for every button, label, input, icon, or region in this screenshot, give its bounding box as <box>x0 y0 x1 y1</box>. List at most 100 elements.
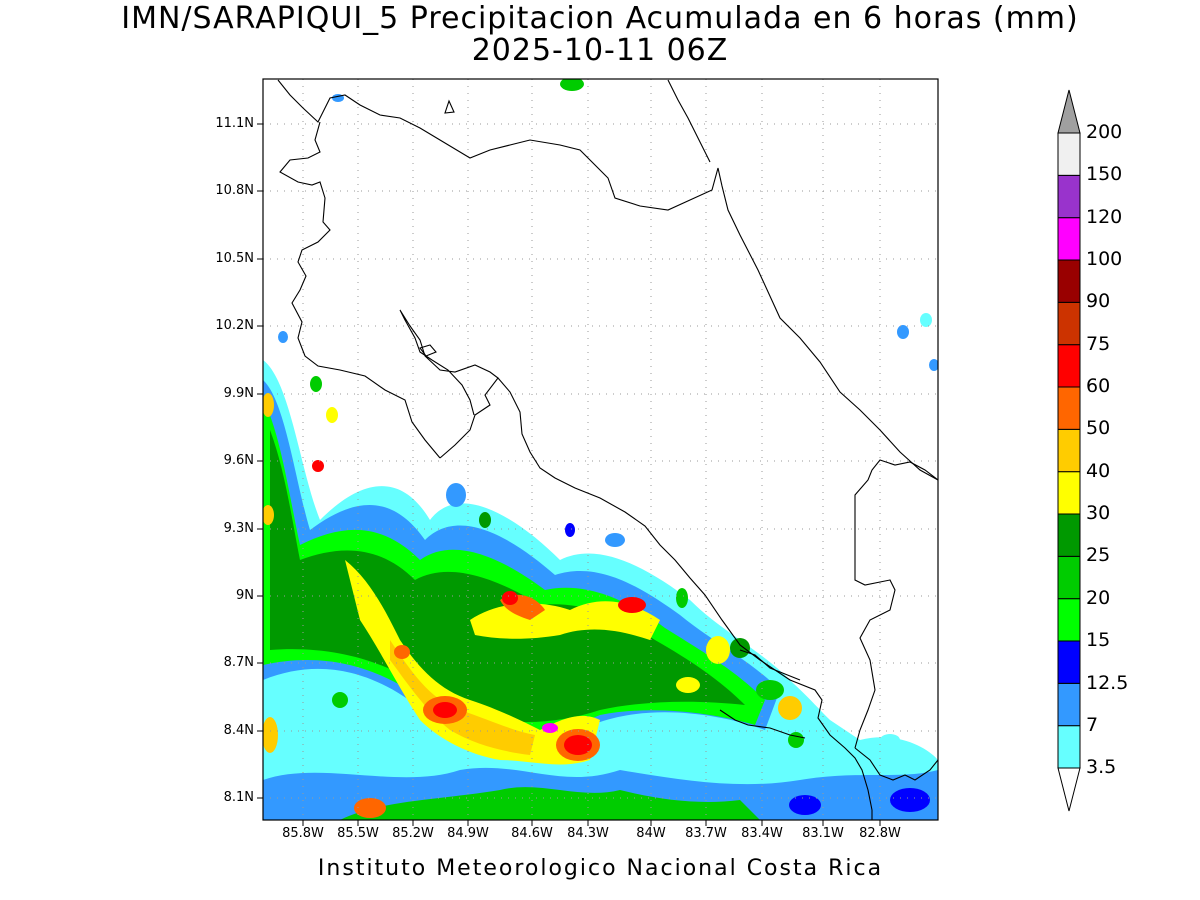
colorbar-swatch <box>1057 725 1081 769</box>
lon-label: 85.8W <box>282 826 324 841</box>
rain-cell <box>560 79 584 91</box>
rain-cell <box>789 795 821 815</box>
lon-label: 82.8W <box>859 826 901 841</box>
rain-cell <box>479 512 491 528</box>
lat-label: 8.1N <box>223 790 254 805</box>
rain-cell <box>605 533 625 547</box>
colorbar-label: 75 <box>1086 333 1111 355</box>
colorbar-swatch <box>1057 682 1081 727</box>
rain-cell <box>278 331 288 343</box>
map-gridlines <box>263 79 938 820</box>
colorbar-label: 7 <box>1086 714 1099 736</box>
rain-cell <box>730 638 750 658</box>
rain-cell <box>929 359 938 371</box>
lat-label: 8.7N <box>223 655 254 670</box>
lon-label: 84.6W <box>511 826 553 841</box>
lat-label: 10.8N <box>215 183 254 198</box>
map-date: 2025-10-11 06Z <box>471 33 729 68</box>
coastline <box>277 79 938 820</box>
rain-cell <box>788 732 804 748</box>
rain-cell-red <box>354 798 386 818</box>
lon-label: 85.5W <box>337 826 379 841</box>
rain-band-green <box>340 787 760 820</box>
rain-cell-red <box>312 460 324 472</box>
colorbar-swatch <box>1057 259 1081 303</box>
lon-label: 84.3W <box>567 826 609 841</box>
colorbar-label: 25 <box>1086 544 1111 566</box>
colorbar-label: 12.5 <box>1086 672 1129 694</box>
colorbar-over-arrow <box>1057 89 1081 134</box>
lat-label: 8.4N <box>223 723 254 738</box>
colorbar-label: 50 <box>1086 417 1111 439</box>
lon-label: 84W <box>636 826 666 841</box>
colorbar-label: 60 <box>1086 375 1111 397</box>
rain-cell <box>778 696 802 720</box>
colorbar-swatch <box>1057 217 1081 261</box>
rain-cell <box>880 734 900 746</box>
rain-cell <box>676 588 688 608</box>
credit-footer: Instituto Meteorologico Nacional Costa R… <box>317 856 884 881</box>
colorbar <box>1057 89 1081 812</box>
rain-cell-red <box>263 393 274 417</box>
rain-cell <box>446 483 466 507</box>
rain-cell-red <box>618 597 646 613</box>
lon-label: 83.4W <box>741 826 783 841</box>
colorbar-label: 15 <box>1086 629 1111 651</box>
map-title: IMN/SARAPIQUI_5 Precipitacion Acumulada … <box>121 1 1079 36</box>
lat-label: 9.9N <box>223 386 254 401</box>
rain-cell-red <box>502 591 518 605</box>
colorbar-label: 20 <box>1086 587 1111 609</box>
colorbar-swatch <box>1057 598 1081 642</box>
lon-label: 84.9W <box>447 826 489 841</box>
lat-label: 9N <box>236 588 254 603</box>
rain-cell <box>332 692 348 708</box>
lon-label: 83.1W <box>802 826 844 841</box>
rain-cell <box>756 680 784 700</box>
rain-cell <box>263 717 278 753</box>
lat-label: 10.2N <box>215 318 254 333</box>
rain-cell-red <box>263 505 274 525</box>
rain-cell <box>310 376 322 392</box>
colorbar-label: 200 <box>1086 121 1123 143</box>
rain-cell <box>897 325 909 339</box>
rain-cell-magenta <box>542 723 558 733</box>
colorbar-swatch <box>1057 428 1081 473</box>
map-frame <box>262 78 939 821</box>
colorbar-swatch <box>1057 344 1081 388</box>
colorbar-under-arrow <box>1057 767 1081 812</box>
rain-cell <box>565 523 575 537</box>
colorbar-label: 150 <box>1086 163 1123 185</box>
colorbar-label: 40 <box>1086 460 1111 482</box>
lat-label: 9.6N <box>223 453 254 468</box>
rain-cell <box>706 636 730 664</box>
rain-cell-red <box>433 702 457 718</box>
axis-ticks <box>257 123 881 826</box>
lon-label: 85.2W <box>392 826 434 841</box>
lon-label: 83.7W <box>685 826 727 841</box>
rain-cell-red <box>564 735 592 755</box>
colorbar-swatch <box>1057 132 1081 176</box>
colorbar-label: 90 <box>1086 290 1111 312</box>
rain-cell <box>326 407 338 423</box>
colorbar-label: 3.5 <box>1086 756 1117 778</box>
colorbar-swatch <box>1057 471 1081 515</box>
colorbar-label: 120 <box>1086 206 1123 228</box>
colorbar-label: 100 <box>1086 248 1123 270</box>
colorbar-swatch <box>1057 555 1081 600</box>
precip-field <box>263 79 938 820</box>
rain-cell <box>920 313 932 327</box>
lat-label: 11.1N <box>215 116 254 131</box>
rain-band-orange <box>390 640 535 755</box>
rain-cell-red <box>394 645 410 659</box>
lat-label: 10.5N <box>215 251 254 266</box>
rain-cell <box>676 677 700 693</box>
lat-label: 9.3N <box>223 521 254 536</box>
colorbar-swatch <box>1057 513 1081 557</box>
colorbar-swatch <box>1057 640 1081 684</box>
rain-cell <box>890 788 930 812</box>
colorbar-swatch <box>1057 301 1081 346</box>
colorbar-swatch <box>1057 386 1081 430</box>
colorbar-label: 30 <box>1086 502 1111 524</box>
colorbar-swatch <box>1057 174 1081 219</box>
